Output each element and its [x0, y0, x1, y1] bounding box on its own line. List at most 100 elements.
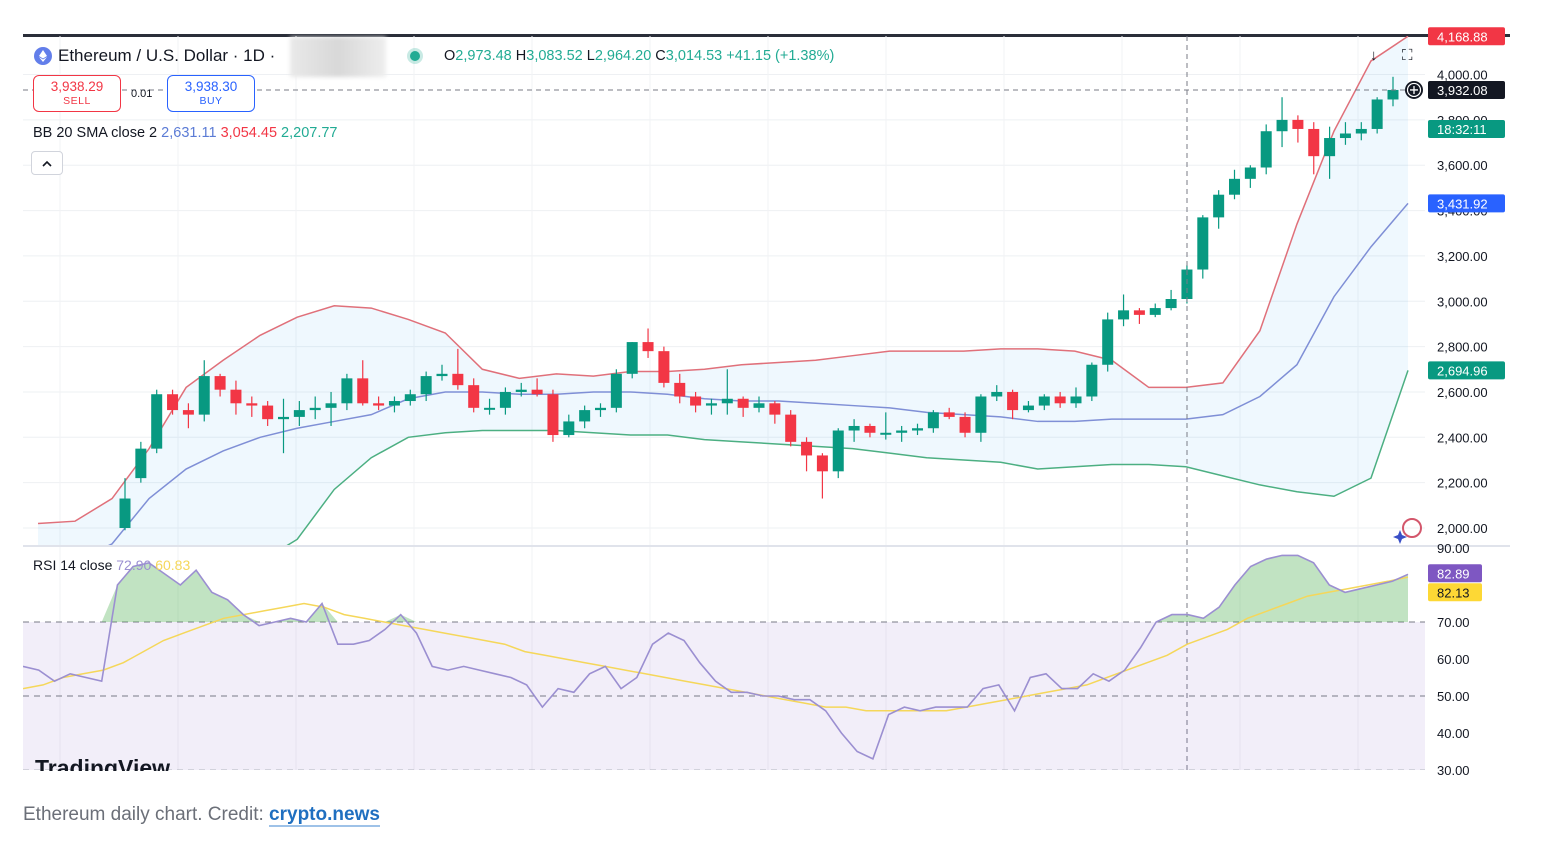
candle-up [119, 478, 131, 531]
candle-up [1213, 190, 1225, 229]
download-icon[interactable]: ↓ [1370, 47, 1378, 64]
bb-legend[interactable]: BB 20 SMA close 2 2,631.11 3,054.45 2,20… [33, 125, 338, 141]
bollinger-lower-line [286, 370, 1409, 545]
candle-body [230, 389, 242, 404]
candle-body [468, 385, 480, 408]
candle-down [214, 373, 226, 397]
bollinger-bands [37, 36, 1409, 545]
candle-up [151, 389, 163, 454]
candle-down [959, 412, 971, 438]
buy-label: BUY [199, 95, 223, 107]
candle-up [1244, 165, 1256, 188]
candle-body [262, 405, 274, 420]
caption-link[interactable]: crypto.news [269, 804, 380, 827]
candle-body [436, 373, 448, 377]
rsi-ma-line [23, 576, 1409, 712]
candle-body [1213, 194, 1225, 218]
candle-body [404, 394, 416, 402]
chevron-up-icon [42, 160, 52, 167]
rsi-tick-label: 70.00 [1437, 615, 1470, 630]
candle-body [1149, 308, 1161, 315]
candle-up [579, 405, 591, 429]
collapse-legend-button[interactable] [31, 151, 63, 175]
sell-label: SELL [63, 95, 91, 107]
candle-body [1244, 167, 1256, 179]
candle-down [262, 401, 274, 426]
candle-up [705, 398, 717, 415]
rsi-legend-value: 72.90 [116, 557, 152, 573]
price-tick-label: 2,000.00 [1437, 521, 1488, 536]
bollinger-fill [38, 36, 1408, 545]
candle-body [912, 428, 923, 431]
candle-body [293, 410, 305, 417]
bollinger-upper-line [37, 36, 1409, 525]
candle-body [674, 382, 686, 397]
candle-up [912, 423, 923, 436]
upper-band-badge [1428, 27, 1505, 46]
redacted-region [290, 37, 386, 77]
rsi-ma-badge [1428, 583, 1482, 602]
price-tick-label: 4,000.00 [1437, 68, 1488, 83]
candle-body [1022, 405, 1034, 411]
candle-up [404, 389, 416, 406]
candles [119, 76, 1399, 531]
candle-up [293, 401, 305, 426]
symbol-title[interactable]: Ethereum / U.S. Dollar · 1D · [58, 46, 276, 65]
buy-price: 3,938.30 [184, 79, 238, 94]
candle-body [341, 378, 353, 404]
crosshair-plus-icon [1405, 80, 1423, 99]
tradingview-wordmark: TradingView [35, 755, 171, 771]
candle-up [1038, 394, 1050, 411]
fullscreen-icon[interactable]: ⛶ [1402, 47, 1413, 64]
candle-up [484, 398, 496, 415]
candle-body [198, 376, 210, 415]
candle-body [1229, 178, 1240, 195]
rsi-value-badge-text: 82.89 [1437, 566, 1470, 581]
rsi-pane [23, 554, 1425, 770]
candle-down [531, 378, 543, 397]
candle-body [182, 410, 194, 415]
candle-up [1276, 97, 1288, 148]
candle-body [214, 376, 226, 390]
candle-body [1007, 391, 1019, 411]
buy-button[interactable]: 3,938.30 BUY [167, 75, 255, 112]
candle-body [785, 414, 797, 442]
price-tick-label: 2,800.00 [1437, 340, 1488, 355]
candle-up [1387, 76, 1399, 107]
basis-badge-text: 3,431.92 [1437, 196, 1488, 211]
caption-text: Ethereum daily chart. Credit: [23, 804, 264, 825]
candle-body [816, 455, 828, 472]
candle-down [1007, 389, 1019, 420]
candle-up [595, 403, 606, 417]
candle-body [119, 498, 131, 528]
candle-up [1086, 362, 1098, 402]
price-tick-label: 2,400.00 [1437, 430, 1488, 445]
candle-body [1276, 119, 1288, 132]
candle-body [1181, 269, 1193, 300]
candle-up [721, 369, 733, 415]
sell-price: 3,938.29 [50, 79, 104, 94]
candle-up [1022, 401, 1034, 413]
lower-band-badge-text: 2,694.96 [1437, 363, 1488, 378]
candle-down [769, 401, 781, 424]
ohlc-close-value: 3,014.53 [665, 48, 723, 64]
candle-down [373, 396, 385, 411]
candle-body [151, 394, 163, 449]
price-tick-label: 3,000.00 [1437, 294, 1488, 309]
candle-up [1118, 294, 1130, 327]
tradingview-logo: TradingView [35, 755, 170, 771]
rsi-legend[interactable]: RSI 14 close 72.90 60.83 [33, 557, 190, 573]
sell-button[interactable]: 3,938.29 SELL [33, 75, 121, 112]
last-time-badge [1428, 119, 1505, 138]
candle-up [325, 391, 337, 426]
candle-up [515, 382, 527, 397]
candle-up [880, 412, 892, 440]
candle-up [1260, 124, 1272, 175]
candle-down [1054, 391, 1066, 408]
candle-body [959, 416, 971, 433]
candle-up [135, 441, 147, 483]
ohlc-close-label: C [655, 48, 666, 64]
candle-body [1070, 396, 1082, 404]
